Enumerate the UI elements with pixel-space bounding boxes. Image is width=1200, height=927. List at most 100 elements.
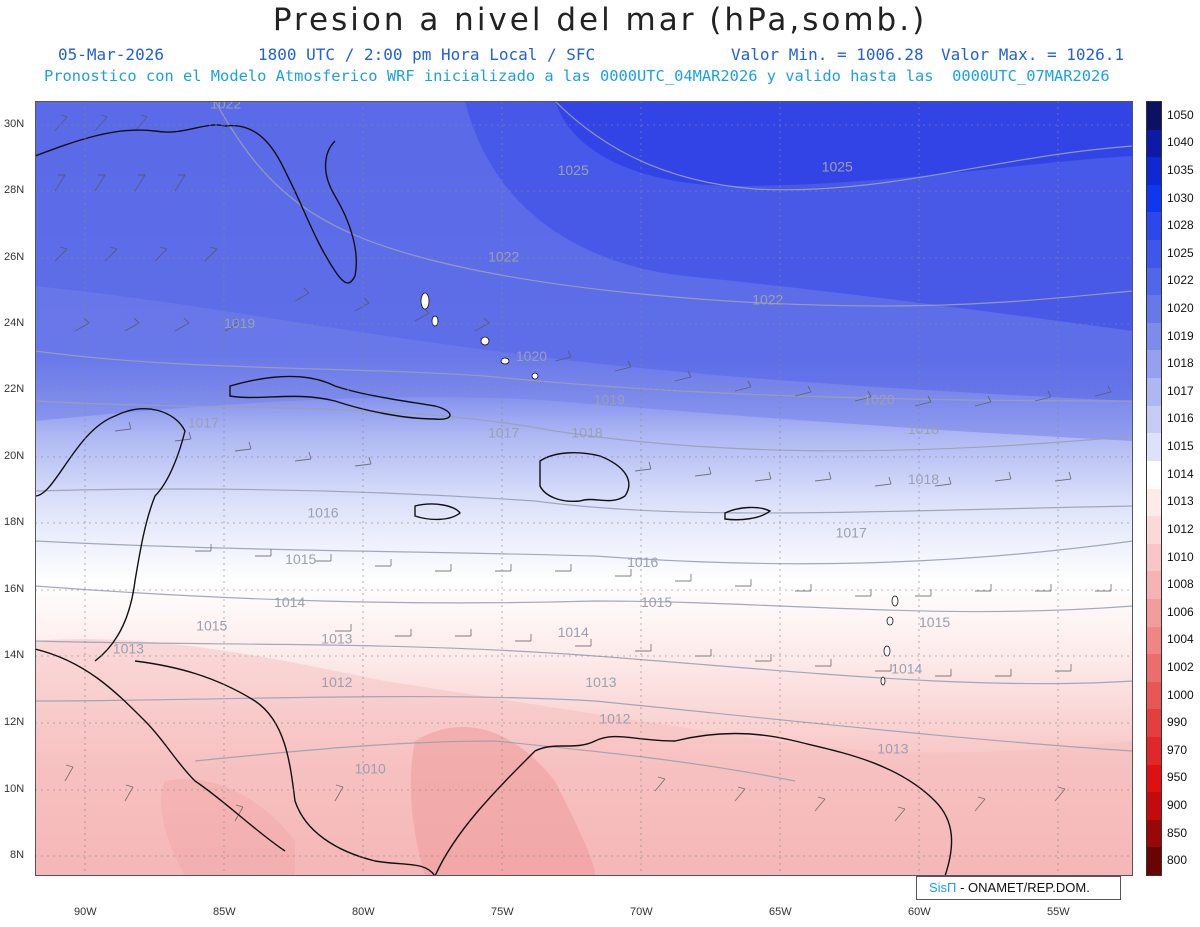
colorbar-label: 1028 [1167, 218, 1194, 233]
lat-tick: 14N [4, 649, 25, 661]
contour-label: 1022 [752, 292, 783, 308]
colorbar-label: 1040 [1167, 135, 1194, 150]
colorbar-swatch [1147, 184, 1161, 213]
colorbar-label: 1025 [1167, 245, 1194, 260]
colorbar-swatch [1147, 322, 1161, 351]
contour-label: 1018 [908, 471, 939, 487]
lat-tick: 12N [4, 716, 25, 728]
colorbar-label: 1008 [1167, 577, 1194, 592]
contour-label: 1013 [321, 631, 352, 647]
forecast-info: Pronostico con el Modelo Atmosferico WRF… [44, 67, 1110, 85]
contour-label: 1016 [627, 554, 658, 570]
colorbar-label: 1019 [1167, 328, 1194, 343]
forecast-time: 1800 UTC / 2:00 pm Hora Local / SFC [258, 45, 596, 64]
min-value: Valor Min. = 1006.28 [731, 45, 924, 64]
sispi-logo: SisΠ [929, 880, 957, 895]
colorbar-label: 1002 [1167, 659, 1194, 674]
colorbar-label: 1035 [1167, 163, 1194, 178]
contour-label: 1012 [599, 711, 630, 727]
colorbar-swatch [1147, 847, 1161, 876]
colorbar-swatch [1147, 543, 1161, 572]
colorbar-swatch [1147, 598, 1161, 628]
credit-box: SisΠ - ONAMET/REP.DOM. [916, 876, 1121, 900]
colorbar-label: 800 [1167, 853, 1188, 868]
colorbar-swatch [1147, 295, 1161, 324]
credit-text: - ONAMET/REP.DOM. [960, 880, 1090, 895]
lon-tick: 75W [491, 906, 514, 918]
lon-tick: 55W [1047, 906, 1070, 918]
colorbar-swatch [1147, 571, 1161, 600]
pressure-map: 1022 1025 1025 1022 1022 1020 1019 1020 1019 1018… [35, 101, 1133, 876]
contour-label: 1015 [196, 617, 227, 633]
contour-label: 1015 [285, 551, 316, 567]
colorbar-label: 1010 [1167, 549, 1194, 564]
contour-label: 1025 [822, 159, 853, 175]
colorbar-swatch [1147, 405, 1161, 434]
lat-tick: 28N [4, 184, 25, 196]
colorbar-label: 1015 [1167, 439, 1194, 454]
colorbar-label: 990 [1167, 715, 1188, 730]
lat-tick: 26N [4, 251, 25, 263]
colorbar-label: 1022 [1167, 273, 1194, 288]
colorbar-swatch [1147, 240, 1161, 269]
lat-tick: 16N [4, 583, 25, 595]
contour-label: 1018 [572, 425, 603, 441]
colorbar-swatch [1147, 102, 1161, 131]
colorbar-label: 1016 [1167, 411, 1194, 426]
map-title: Presion a nivel del mar (hPa,somb.) [272, 2, 928, 38]
contour-label: 1025 [558, 162, 589, 178]
colorbar-swatch [1147, 267, 1161, 296]
contour-label: 1017 [488, 425, 519, 441]
lon-tick: 65W [769, 906, 792, 918]
colorbar-swatch [1147, 681, 1161, 710]
contour-label: 1010 [355, 760, 386, 776]
colorbar-label: 1050 [1167, 107, 1194, 122]
colorbar-label: 900 [1167, 797, 1188, 812]
colorbar-swatch [1147, 350, 1161, 379]
contour-label: 1022 [210, 101, 241, 111]
colorbar-label: 1012 [1167, 521, 1194, 536]
colorbar-label: 1017 [1167, 383, 1194, 398]
contour-label: 1019 [594, 391, 625, 407]
contour-label: 1012 [321, 674, 352, 690]
colorbar-label: 950 [1167, 770, 1188, 785]
contour-label: 1017 [836, 524, 867, 540]
lat-tick: 8N [10, 849, 25, 861]
colorbar-label: 1004 [1167, 632, 1194, 647]
lat-tick: 10N [4, 783, 25, 795]
lat-tick: 30N [4, 118, 25, 130]
colorbar-label: 850 [1167, 825, 1188, 840]
contour-label: 1020 [516, 348, 547, 364]
lat-tick: 22N [4, 383, 25, 395]
contour-label: 1014 [891, 661, 922, 677]
colorbar-label: 1030 [1167, 190, 1194, 205]
lon-tick: 80W [352, 906, 375, 918]
contour-label: 1019 [224, 315, 255, 331]
colorbar-label: 1000 [1167, 687, 1194, 702]
contour-label: 1015 [641, 594, 672, 610]
contour-label: 1022 [488, 248, 519, 264]
contour-label: 1015 [919, 614, 950, 630]
colorbar-swatch [1147, 212, 1161, 241]
colorbar-swatch [1147, 819, 1161, 848]
pressure-colorbar [1146, 101, 1162, 876]
colorbar-swatch [1147, 433, 1161, 462]
forecast-date: 05-Mar-2026 [58, 45, 164, 64]
colorbar-label: 1013 [1167, 494, 1194, 509]
lat-tick: 18N [4, 516, 25, 528]
contour-label: 1013 [877, 740, 908, 756]
contour-label: 1020 [863, 391, 894, 407]
colorbar-swatch [1147, 654, 1161, 683]
lon-tick: 70W [630, 906, 653, 918]
colorbar-swatch [1147, 626, 1161, 655]
colorbar-swatch [1147, 129, 1161, 158]
contour-label: 1017 [188, 415, 219, 431]
colorbar-swatch [1147, 516, 1161, 545]
lon-tick: 85W [213, 906, 236, 918]
lat-tick: 20N [4, 450, 25, 462]
colorbar-swatch [1147, 792, 1161, 821]
colorbar-swatch [1147, 488, 1161, 517]
contour-label: 1013 [113, 641, 144, 657]
colorbar-swatch [1147, 709, 1161, 738]
colorbar-swatch [1147, 764, 1161, 793]
